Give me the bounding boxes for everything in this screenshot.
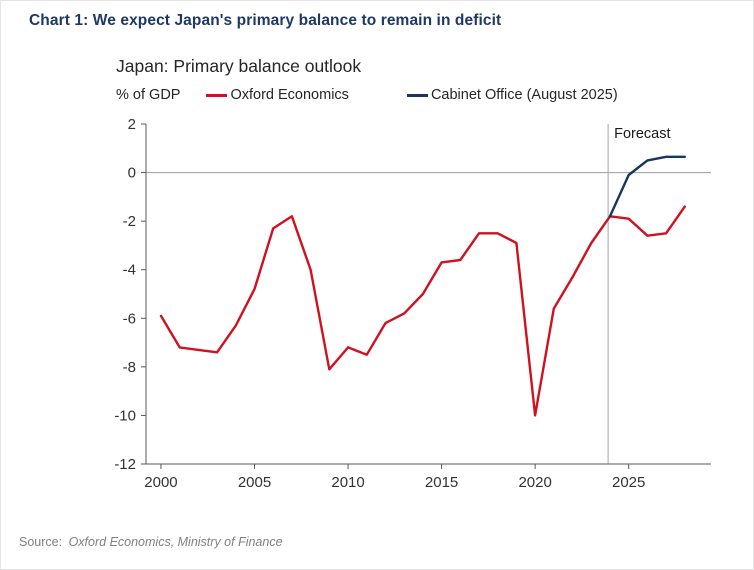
x-tick-label: 2015 <box>425 474 458 491</box>
legend-item-cabinet-office: Cabinet Office (August 2025) <box>406 87 618 103</box>
page-title: Chart 1: We expect Japan's primary balan… <box>29 12 502 29</box>
x-tick-label: 2000 <box>144 474 177 491</box>
y-tick-label: -2 <box>123 213 136 230</box>
legend-item-oxford-economics: Oxford Economics <box>206 87 349 103</box>
y-tick-label: -4 <box>123 262 136 279</box>
series-line-0 <box>159 205 686 417</box>
legend: % of GDP Oxford Economics Cabinet Office… <box>116 87 618 103</box>
x-tick-label: 2020 <box>518 474 551 491</box>
red-line-swatch-icon <box>206 93 228 97</box>
x-tick-label: 2005 <box>238 474 271 491</box>
x-tick-label: 2025 <box>612 474 645 491</box>
y-tick-label: -6 <box>123 310 136 327</box>
y-tick-label: -8 <box>123 359 136 376</box>
legend-label-oxford-economics: Oxford Economics <box>230 87 349 103</box>
chart-canvas: 2 0 -2 -4 -6 -8 -10 -12 2000 2005 2010 2015 2020 2025… <box>114 116 711 491</box>
source-prefix: Source: <box>19 535 63 549</box>
chart-title: Japan: Primary balance outlook <box>116 56 362 76</box>
y-tick-label: -12 <box>114 456 136 473</box>
forecast-label: Forecast <box>614 126 670 142</box>
y-tick-label: -10 <box>114 407 136 424</box>
y-tick-label: 0 <box>128 165 136 182</box>
y-axis-unit-label: % of GDP <box>116 87 181 103</box>
blue-line-swatch-icon <box>406 93 428 97</box>
series-line-1 <box>608 155 686 218</box>
y-tick-label: 2 <box>128 116 136 133</box>
source-note: Source: Oxford Economics, Ministry of Fi… <box>19 535 283 549</box>
source-text: Oxford Economics, Ministry of Finance <box>68 535 283 549</box>
legend-label-cabinet-office: Cabinet Office (August 2025) <box>430 87 618 103</box>
x-tick-label: 2010 <box>331 474 364 491</box>
